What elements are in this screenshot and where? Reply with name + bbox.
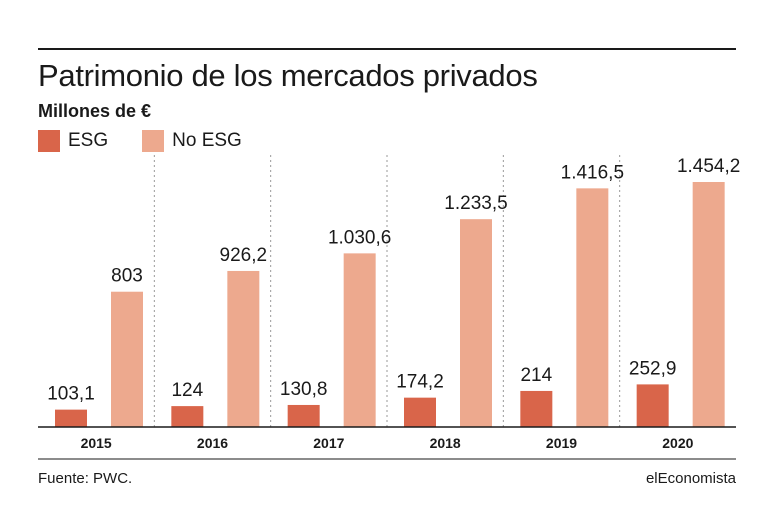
data-label-esg-2016: 124 [171, 380, 203, 401]
data-label-no-esg-2016: 926,2 [220, 245, 268, 266]
data-label-no-esg-2019: 1.416,5 [561, 162, 624, 183]
bar-esg-2016 [171, 406, 204, 427]
data-label-esg-2020: 252,9 [629, 358, 677, 379]
x-tick-label-2018: 2018 [430, 435, 461, 451]
chart-subtitle: Millones de € [38, 101, 152, 121]
bar-no-esg-2018 [460, 219, 492, 427]
x-tick-label-2020: 2020 [662, 435, 693, 451]
bar-esg-2017 [287, 404, 320, 427]
bar-no-esg-2019 [576, 188, 609, 427]
legend-swatch-no-esg [142, 130, 165, 152]
data-label-no-esg-2020: 1.454,2 [677, 156, 740, 177]
bar-esg-2018 [404, 397, 436, 427]
chart-title: Patrimonio de los mercados privados [38, 58, 538, 93]
bar-no-esg-2016 [227, 270, 260, 427]
data-label-no-esg-2018: 1.233,5 [444, 193, 507, 214]
legend-label-no-esg: No ESG [172, 130, 242, 151]
data-label-esg-2015: 103,1 [47, 384, 95, 405]
legend: ESG No ESG [38, 128, 276, 154]
legend-item-no-esg: No ESG [142, 130, 242, 152]
x-tick-label-2016: 2016 [197, 435, 228, 451]
bar-esg-2019 [520, 390, 553, 427]
bar-esg-2020 [636, 384, 669, 427]
source-note: Fuente: PWC. [38, 470, 133, 487]
bar-esg-2015 [55, 409, 87, 427]
data-label-esg-2018: 174,2 [396, 372, 444, 393]
data-label-esg-2017: 130,8 [280, 379, 328, 400]
top-rule [38, 48, 736, 50]
bar-no-esg-2015 [111, 291, 143, 427]
data-label-esg-2019: 214 [520, 365, 552, 386]
publisher-brand: elEconomista [645, 470, 736, 487]
legend-item-esg: ESG [38, 130, 108, 152]
x-tick-label-2017: 2017 [313, 435, 344, 451]
legend-label-esg: ESG [68, 130, 109, 151]
x-tick-label-2015: 2015 [81, 435, 112, 451]
data-label-no-esg-2017: 1.030,6 [328, 227, 391, 248]
bar-no-esg-2020 [692, 182, 725, 427]
bar-no-esg-2017 [343, 253, 376, 427]
legend-swatch-esg [38, 130, 60, 152]
x-tick-label-2019: 2019 [546, 435, 577, 451]
data-label-no-esg-2015: 803 [111, 266, 143, 287]
